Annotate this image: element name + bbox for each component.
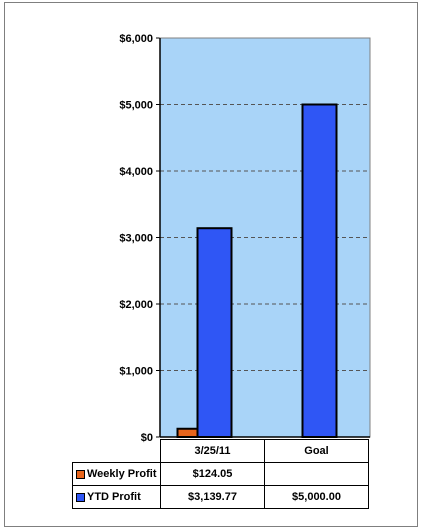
y-tick-label: $5,000 <box>119 100 153 112</box>
legend-swatch <box>76 492 85 502</box>
bars <box>176 103 338 438</box>
data-table: 3/25/11 Goal Weekly Profit $124.05 YTD P… <box>72 439 369 509</box>
y-tick-label: $2,000 <box>119 299 153 311</box>
x-tick-label: Goal <box>264 439 369 463</box>
legend-entry-ytd-profit: YTD Profit <box>72 485 161 509</box>
y-tick-label: $6,000 <box>119 33 153 45</box>
data-label: $124.05 <box>160 462 265 486</box>
series-name: YTD Profit <box>87 491 141 503</box>
x-tick-label: 3/25/11 <box>160 439 265 463</box>
y-tick-label: $1,000 <box>119 366 153 378</box>
data-label <box>264 462 369 486</box>
y-tick-label: $3,000 <box>119 233 153 245</box>
table-header-row: 3/25/11 Goal <box>72 439 369 463</box>
bar <box>301 103 338 438</box>
table-row: Weekly Profit $124.05 <box>72 462 369 486</box>
axes <box>159 37 371 438</box>
y-tick-labels: $0$1,000$2,000$3,000$4,000$5,000$6,000 <box>119 33 153 444</box>
data-label: $3,139.77 <box>160 485 265 509</box>
y-tick-label: $4,000 <box>119 166 153 178</box>
bar <box>196 227 233 438</box>
data-label: $5,000.00 <box>264 485 369 509</box>
legend-entry-weekly-profit: Weekly Profit <box>72 462 161 486</box>
series-name: Weekly Profit <box>87 468 157 480</box>
table-corner <box>72 439 161 463</box>
table-row: YTD Profit $3,139.77 $5,000.00 <box>72 485 369 509</box>
legend-swatch <box>76 469 85 479</box>
